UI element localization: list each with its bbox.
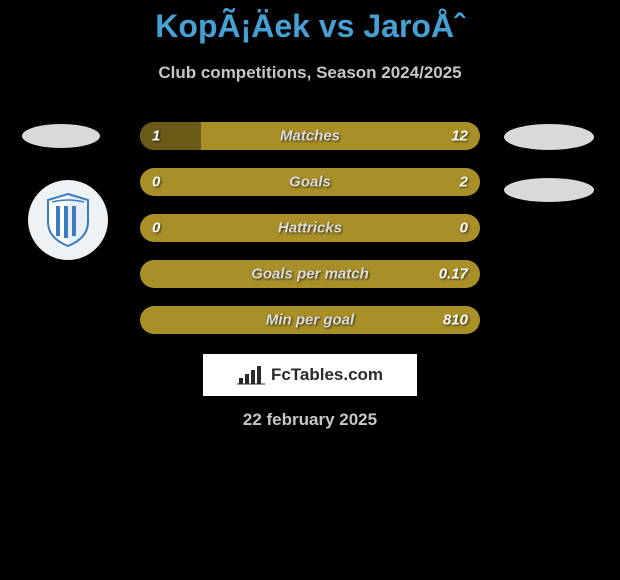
- stat-bar: 810Min per goal: [140, 306, 480, 334]
- brand-attribution[interactable]: FcTables.com: [203, 354, 417, 396]
- date-label: 22 february 2025: [0, 410, 620, 430]
- stat-label: Goals per match: [140, 266, 480, 283]
- stat-bar: 0.17Goals per match: [140, 260, 480, 288]
- player-left-placeholder: [22, 124, 100, 148]
- stat-label: Hattricks: [140, 220, 480, 237]
- stat-bar: 02Goals: [140, 168, 480, 196]
- player-right-placeholder-2: [504, 178, 594, 202]
- comparison-bars: 112Matches 02Goals 00Hattricks 0.17Goals pe…: [140, 122, 480, 352]
- player-right-placeholder-1: [504, 124, 594, 150]
- stat-label: Min per goal: [140, 312, 480, 329]
- stat-label: Goals: [140, 174, 480, 191]
- brand-text: FcTables.com: [271, 365, 383, 385]
- stat-bar: 112Matches: [140, 122, 480, 150]
- subtitle: Club competitions, Season 2024/2025: [0, 63, 620, 83]
- stats-comparison-card: KopÃ¡Äek vs JaroÅˆ Club competitions, Se…: [0, 0, 620, 580]
- club-badge-left: [28, 180, 108, 260]
- shield-icon: [44, 192, 92, 248]
- page-title: KopÃ¡Äek vs JaroÅˆ: [0, 0, 620, 45]
- bar-chart-icon: [237, 364, 265, 386]
- stat-label: Matches: [140, 128, 480, 145]
- stat-bar: 00Hattricks: [140, 214, 480, 242]
